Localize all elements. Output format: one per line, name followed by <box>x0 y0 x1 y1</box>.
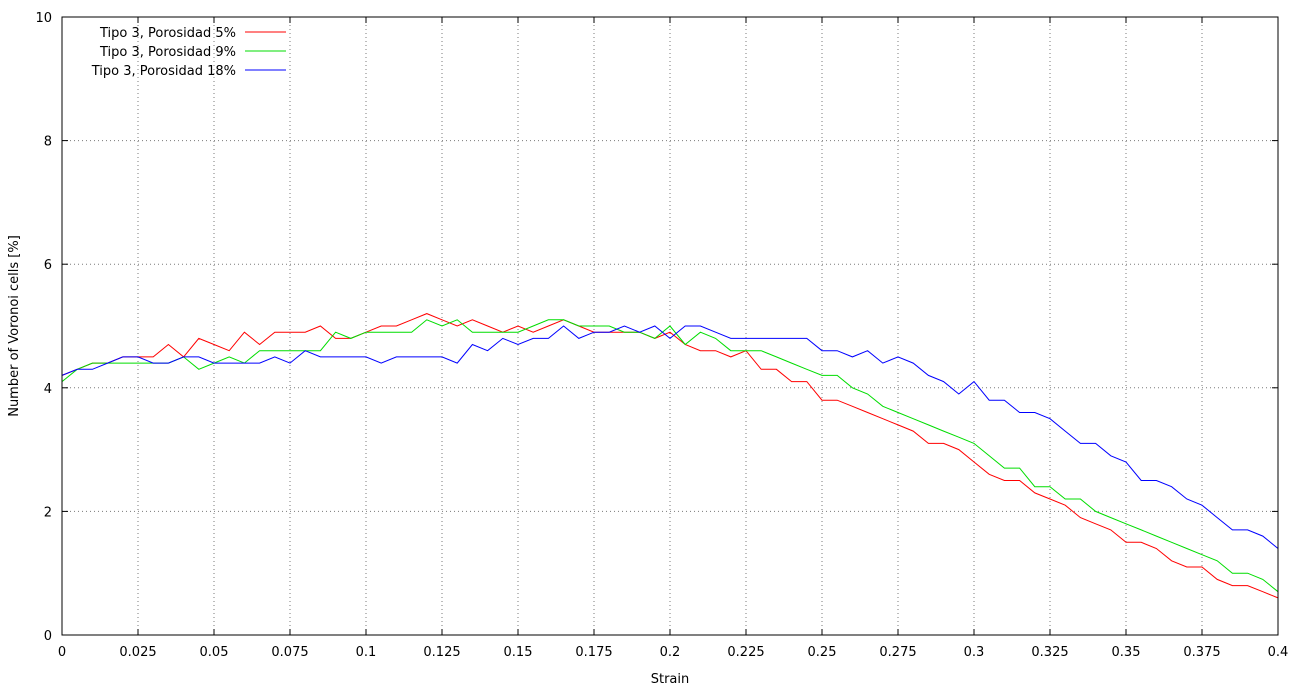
legend: Tipo 3, Porosidad 5% Tipo 3, Porosidad 9%… <box>91 26 286 79</box>
x-tick-label: 0 <box>58 645 66 660</box>
x-tick-label: 0.175 <box>575 645 612 660</box>
x-tick-label: 0.2 <box>660 645 681 660</box>
x-tick-label: 0.375 <box>1183 645 1220 660</box>
x-tick-label: 0.125 <box>423 645 460 660</box>
x-tick-label: 0.1 <box>356 645 377 660</box>
series-line-2 <box>61 319 1279 593</box>
x-tick-label: 0.35 <box>1112 645 1141 660</box>
y-tick-label: 6 <box>44 258 52 273</box>
series-line-3 <box>61 325 1279 549</box>
x-tick-label: 0.275 <box>879 645 916 660</box>
legend-label-1: Tipo 3, Porosidad 5% <box>99 26 236 41</box>
x-axis-title: Strain <box>651 672 690 687</box>
x-tick-label: 0.325 <box>1031 645 1068 660</box>
legend-label-2: Tipo 3, Porosidad 9% <box>99 45 236 60</box>
y-axis-title: Number of Voronoi cells [%] <box>7 235 22 417</box>
series-lines <box>61 313 1279 599</box>
tick-labels: 0 0.025 0.05 0.075 0.1 0.125 0.15 0.175 0.2 0.225… <box>35 11 1288 660</box>
x-tick-label: 0.05 <box>200 645 229 660</box>
x-tick-label: 0.4 <box>1268 645 1289 660</box>
y-tick-label: 0 <box>44 629 52 644</box>
x-tick-label: 0.025 <box>119 645 156 660</box>
x-tick-label: 0.3 <box>964 645 985 660</box>
x-tick-label: 0.15 <box>504 645 533 660</box>
axis-ticks <box>61 16 1279 636</box>
legend-label-3: Tipo 3, Porosidad 18% <box>91 64 236 79</box>
y-tick-label: 2 <box>44 505 52 520</box>
x-tick-label: 0.225 <box>727 645 764 660</box>
y-tick-label: 8 <box>44 135 52 150</box>
x-tick-label: 0.075 <box>271 645 308 660</box>
y-tick-label: 10 <box>35 11 52 26</box>
series-line-1 <box>61 313 1279 599</box>
y-tick-label: 4 <box>44 382 52 397</box>
x-tick-label: 0.25 <box>808 645 837 660</box>
